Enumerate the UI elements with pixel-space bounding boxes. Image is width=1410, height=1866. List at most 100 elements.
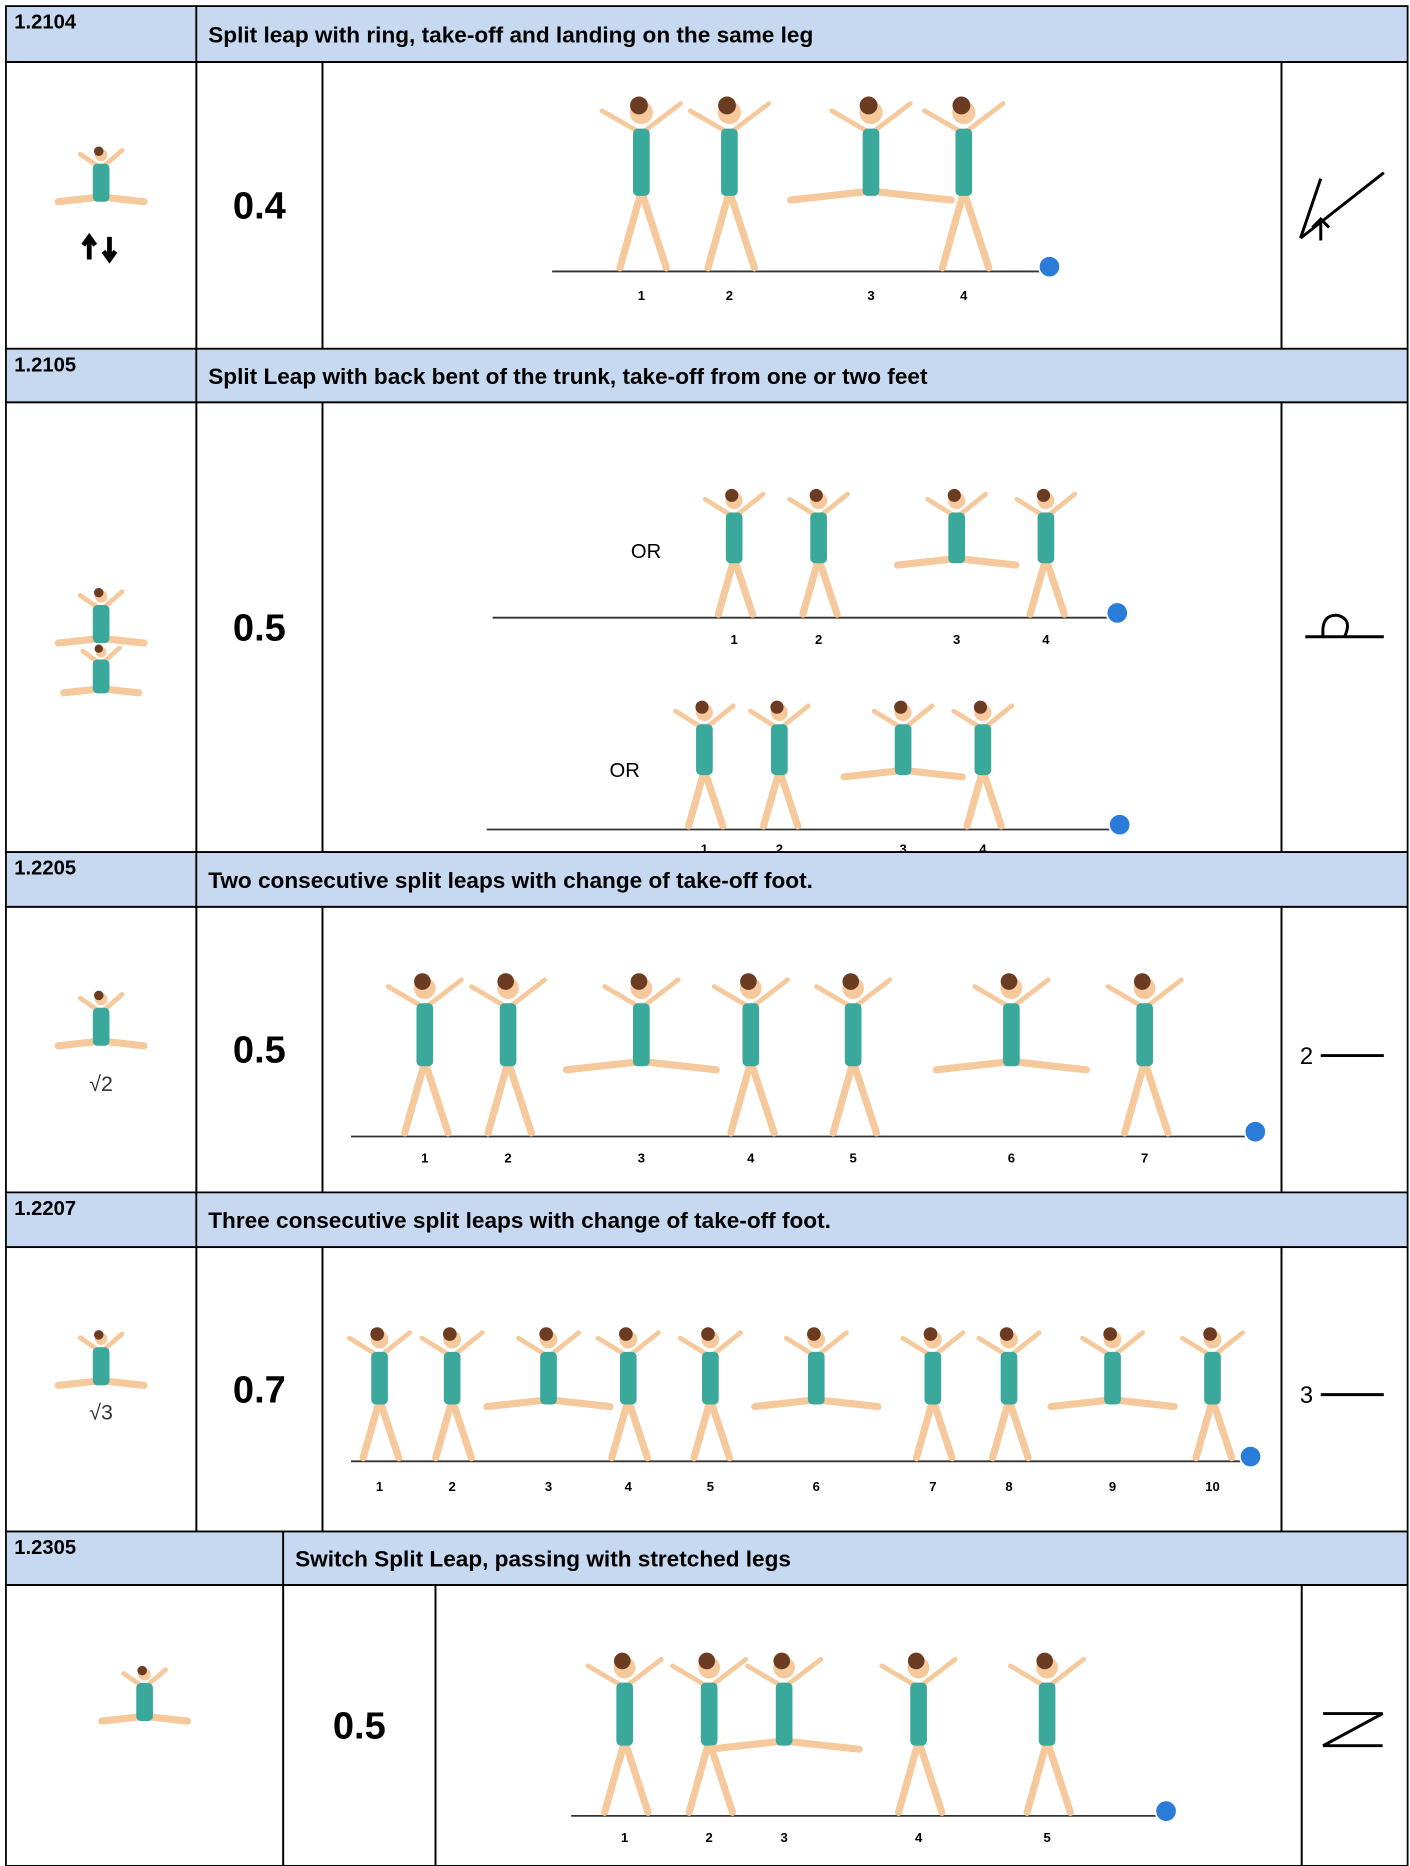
hair — [613, 1652, 631, 1670]
ball — [1243, 1120, 1267, 1144]
frame-number: 4 — [1042, 632, 1050, 647]
frame-number: 1 — [701, 841, 708, 856]
gymnast — [893, 488, 1020, 569]
hair — [539, 1327, 553, 1341]
hair — [947, 488, 961, 502]
gymnast — [1047, 1327, 1178, 1411]
frame-number: 2 — [776, 841, 783, 856]
cell — [321, 401, 1283, 853]
legs — [690, 1387, 734, 1462]
legs — [484, 1049, 535, 1137]
element-code: 1.2105 — [14, 354, 76, 376]
hair — [718, 96, 736, 115]
cell — [5, 1584, 285, 1866]
frame-number: 3 — [545, 1479, 552, 1494]
frame-number: 1 — [376, 1479, 383, 1494]
gymnast — [54, 990, 148, 1050]
frame-number: 2 — [815, 632, 822, 647]
leotard — [92, 605, 110, 644]
hair — [773, 1652, 791, 1670]
gymnast — [951, 700, 1015, 830]
hair — [619, 1327, 633, 1341]
frame-number: 6 — [1008, 1151, 1015, 1166]
hair — [701, 1327, 715, 1341]
legs — [608, 1387, 651, 1462]
gymnast — [702, 488, 766, 618]
frame-number: 4 — [979, 841, 987, 856]
hair — [894, 700, 908, 714]
frame-number: 9 — [1109, 1479, 1116, 1494]
frame-number: 2 — [706, 1830, 713, 1845]
leotard — [771, 724, 788, 776]
leotard — [136, 1683, 153, 1722]
legs — [685, 758, 727, 830]
symbol — [1322, 1712, 1384, 1748]
gymnast — [54, 587, 148, 647]
frame-number: 4 — [625, 1479, 633, 1494]
hair — [842, 973, 860, 990]
hair — [94, 1330, 104, 1340]
leotard — [810, 512, 827, 564]
legs — [760, 758, 802, 830]
frame-number: 1 — [731, 632, 738, 647]
icon-label: √3 — [89, 1401, 113, 1425]
ball — [1154, 1799, 1178, 1823]
frame-number: 3 — [899, 841, 906, 856]
frame-number: 1 — [621, 1830, 628, 1845]
ball — [1108, 813, 1132, 837]
gymnast — [1014, 488, 1078, 618]
symbol-label: 2 — [1300, 1043, 1313, 1070]
leotard — [1037, 512, 1055, 564]
frame-number: 2 — [726, 288, 733, 303]
gymnast — [922, 96, 1006, 272]
gymnast — [711, 973, 790, 1137]
frame-number: 4 — [915, 1830, 923, 1845]
leotard — [443, 1351, 461, 1405]
symbol — [1305, 613, 1384, 639]
hair — [999, 1327, 1014, 1341]
leotard — [696, 724, 713, 776]
cell — [5, 61, 198, 350]
cell — [321, 61, 1283, 350]
header-code-cell — [5, 1530, 285, 1586]
leotard — [633, 1003, 650, 1067]
leotard — [92, 163, 110, 202]
gymnast — [1179, 1327, 1245, 1462]
leotard — [1000, 1351, 1018, 1405]
element-title: Switch Split Leap, passing with stretche… — [295, 1547, 791, 1572]
frame-number: 1 — [638, 288, 645, 303]
leotard — [974, 724, 992, 776]
cell — [321, 1246, 1283, 1533]
leotard — [1104, 1351, 1121, 1405]
hair — [725, 488, 739, 502]
gymnast — [1105, 973, 1184, 1137]
header-code-cell — [5, 1191, 198, 1249]
leotard — [700, 1682, 718, 1746]
legs — [401, 1049, 452, 1137]
leotard — [92, 659, 110, 694]
hair — [630, 96, 648, 115]
frame-number: 7 — [1141, 1151, 1148, 1166]
leotard — [721, 128, 738, 196]
frame-number: 3 — [867, 288, 874, 303]
gymnast — [385, 973, 464, 1137]
leotard — [499, 1003, 517, 1067]
header-code-cell — [5, 347, 198, 404]
legs — [1192, 1387, 1236, 1462]
hair — [1036, 488, 1051, 502]
gymnast — [483, 1327, 614, 1411]
or-label: OR — [631, 541, 661, 563]
gymnast — [54, 1330, 148, 1389]
ball — [1037, 255, 1062, 279]
hair — [630, 973, 648, 990]
difficulty-value: 0.7 — [233, 1369, 286, 1411]
leotard — [540, 1351, 557, 1405]
difficulty-value: 0.4 — [233, 185, 286, 227]
hair — [1203, 1327, 1217, 1341]
hair — [1133, 973, 1151, 990]
leotard — [775, 1682, 793, 1746]
or-label: OR — [610, 760, 640, 782]
hair — [94, 990, 104, 1001]
leotard — [742, 1003, 760, 1067]
header-title-cell — [195, 1191, 1409, 1249]
